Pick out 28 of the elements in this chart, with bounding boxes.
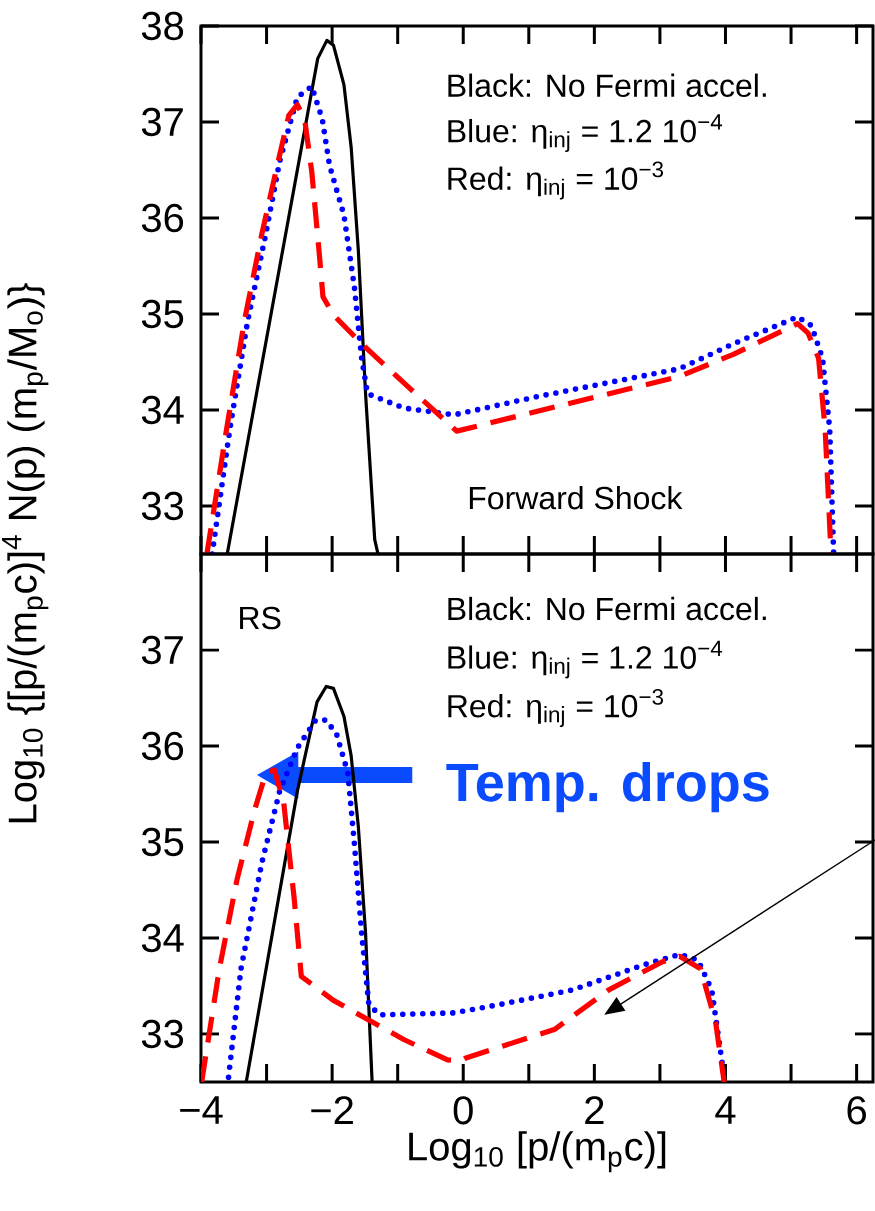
x-tick-label: 6 [847, 1096, 866, 1125]
annotation: RS [240, 606, 281, 630]
annotation: Temp. drops [446, 761, 769, 813]
annotation: Black: No Fermi accel. [448, 596, 766, 621]
annotation: Red: η$_{inj}$ = 10$^{−3}$ [448, 688, 664, 727]
y-tick-label: 36 [141, 731, 184, 761]
y-tick-label: 37 [141, 107, 183, 137]
text: Log$_{10}$ {[p/(m$_{p}$c)]$^{4}$ N(p) (m$_{p}$/M$_{o}$)} [2, 283, 49, 823]
x-tick-label: 4 [715, 1096, 736, 1124]
x-tick-label: 0 [453, 1096, 473, 1125]
annotation: Forward Shock [469, 485, 683, 510]
y-tick-label: 38 [141, 11, 184, 41]
y-tick-label: 34 [141, 395, 184, 425]
y-tick-label: 33 [141, 491, 184, 521]
y-tick-label: 35 [141, 299, 184, 329]
x-tick-label: 2 [585, 1096, 604, 1125]
y-tick-label: 33 [141, 1019, 184, 1049]
annotation: Black: No Fermi accel. [448, 73, 766, 98]
y-tick-label: 35 [141, 827, 184, 857]
annotation: Red: η$_{inj}$ = 10$^{−3}$ [448, 161, 664, 200]
x-axis-title: Log$_{10}$ [p/(m$_{p}$c)] [409, 1131, 666, 1173]
x-tick-label: −2 [311, 1096, 353, 1125]
annotation: Blue: η$_{inj}$ = 1.2 10$^{−4}$ [448, 640, 723, 679]
y-tick-label: 34 [141, 923, 184, 953]
annotation: Blue: η$_{inj}$ = 1.2 10$^{−4}$ [448, 114, 723, 152]
y-tick-label: 36 [141, 203, 184, 233]
y-tick-label: 37 [141, 635, 183, 665]
x-tick-label: −4 [180, 1096, 223, 1124]
